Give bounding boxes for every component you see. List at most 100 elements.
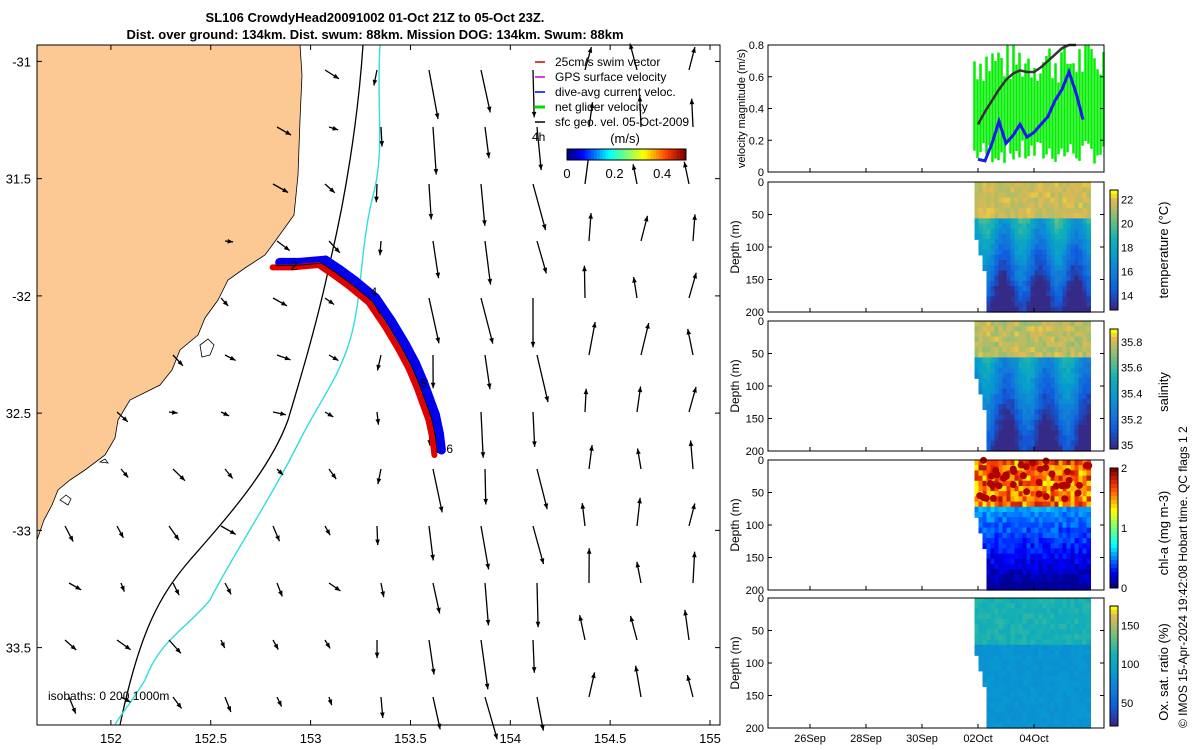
depth-cell: [1078, 527, 1083, 534]
depth-cell: [1010, 341, 1015, 348]
depth-cell: [1042, 197, 1047, 204]
current-arrow-head: [120, 585, 125, 592]
depth-cell: [1018, 527, 1023, 534]
depth-cell: [1062, 409, 1067, 416]
depth-cell: [1042, 326, 1047, 333]
depth-cell: [1006, 486, 1011, 492]
depth-cell: [1062, 301, 1067, 308]
depth-cell: [1034, 440, 1039, 447]
depth-ytick-label: 50: [752, 488, 764, 500]
map-colorbar-tick: 0.4: [653, 166, 671, 181]
track-line: [418, 384, 426, 402]
depth-cell: [1058, 419, 1063, 426]
depth-cell: [994, 388, 999, 395]
depth-cell: [1026, 254, 1031, 261]
depth-cell: [986, 244, 991, 251]
depth-cell: [1010, 399, 1015, 405]
depth-cell: [1038, 613, 1043, 620]
depth-cell: [1062, 331, 1067, 338]
chl-dot: [1052, 482, 1060, 490]
depth-cell: [1062, 202, 1067, 209]
depth-cell: [1018, 548, 1023, 555]
depth-cell: [1046, 265, 1051, 272]
depth-cell: [1062, 430, 1067, 437]
depth-cell: [986, 331, 991, 338]
depth-cell: [1034, 465, 1039, 472]
depth-cell: [1014, 691, 1019, 698]
depth-cell: [1026, 681, 1031, 688]
depth-cell: [1002, 496, 1007, 503]
map-colorbar-cell: [656, 149, 660, 160]
depth-cell: [1050, 655, 1055, 662]
depth-cell: [974, 326, 979, 333]
depth-cell: [1030, 548, 1035, 555]
depth-cell: [1030, 321, 1035, 327]
depth-ylabel: Depth (m): [728, 220, 742, 273]
depth-cell: [1078, 722, 1083, 729]
current-arrow-head: [586, 548, 592, 554]
current-arrow-head: [486, 106, 492, 113]
depth-cell: [1034, 399, 1039, 405]
depth-cell: [1058, 244, 1063, 251]
depth-cell: [1078, 681, 1083, 688]
depth-cell: [1010, 717, 1015, 724]
depth-cell: [1046, 548, 1051, 555]
depth-cell: [1058, 598, 1063, 604]
current-arrow-head: [70, 644, 77, 651]
legend-entry: dive-avg current veloc.: [555, 85, 676, 99]
depth-cell: [1082, 265, 1087, 272]
depth-cell: [974, 629, 979, 636]
depth-cell: [1066, 218, 1071, 225]
depth-cell: [1010, 419, 1015, 426]
depth-cell: [1014, 430, 1019, 437]
depth-cell: [1014, 655, 1019, 662]
map-colorbar-cell: [641, 149, 645, 160]
depth-cell: [986, 639, 991, 646]
depth-cell: [1046, 326, 1051, 333]
depth-cell: [990, 435, 995, 442]
depth-cell: [974, 373, 979, 379]
depth-cell: [1026, 187, 1031, 194]
current-arrow-head: [277, 469, 284, 476]
depth-cell: [1066, 362, 1071, 369]
depth-cell: [1018, 388, 1023, 395]
depth-cell: [1086, 660, 1091, 667]
depth-cell: [1062, 296, 1067, 303]
depth-cell: [1082, 670, 1087, 677]
depth-cell: [1006, 634, 1011, 641]
depth-cell: [1054, 362, 1059, 369]
depth-cell: [1070, 634, 1075, 641]
depth-cell: [998, 702, 1003, 708]
depth-cell: [1082, 202, 1087, 209]
depth-ytick-label: 200: [746, 723, 764, 735]
depth-cell: [978, 347, 983, 353]
depth-cell: [1006, 425, 1011, 431]
depth-cell: [1086, 208, 1091, 214]
depth-cell: [1066, 527, 1071, 534]
depth-cell: [1074, 321, 1079, 327]
depth-cell: [1082, 352, 1087, 359]
depth-cell: [1070, 347, 1075, 353]
depth-cell: [990, 538, 995, 544]
depth-cell: [1058, 686, 1063, 693]
depth-cell: [1002, 208, 1007, 214]
depth-cell: [1010, 707, 1015, 714]
depth-cell: [1086, 506, 1091, 513]
depth-cell: [982, 650, 987, 656]
depth-cell: [1006, 187, 1011, 194]
depth-cell: [1050, 543, 1055, 550]
depth-cell: [1078, 712, 1083, 719]
depth-cell: [1034, 707, 1039, 714]
depth-cell: [998, 197, 1003, 204]
depth-cell: [990, 491, 995, 498]
depth-cell: [994, 650, 999, 656]
depth-cell: [1010, 618, 1015, 625]
depth-cell: [1086, 686, 1091, 693]
depth-cell: [1034, 553, 1039, 560]
depth-cell: [1026, 702, 1031, 708]
depth-cell: [1078, 501, 1083, 508]
depth-cell: [1070, 655, 1075, 662]
depth-cell: [1074, 378, 1079, 385]
depth-cell: [1054, 584, 1059, 591]
depth-cell: [986, 532, 991, 539]
